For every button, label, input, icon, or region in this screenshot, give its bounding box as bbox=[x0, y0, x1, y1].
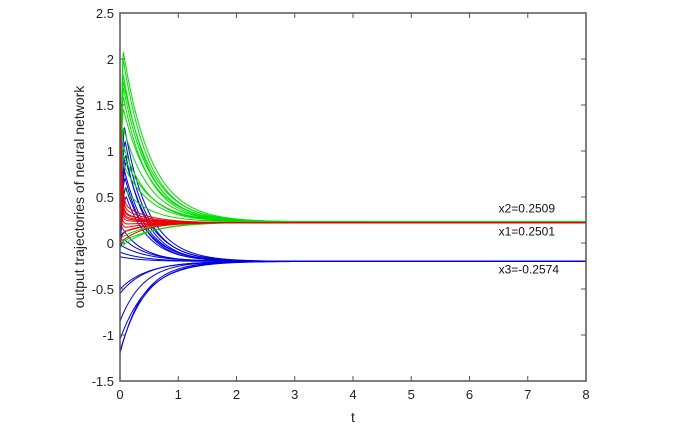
x-tick-label: 5 bbox=[408, 387, 415, 402]
annotation-label: x3=-0.2574 bbox=[499, 262, 560, 276]
y-tick-label: -0.5 bbox=[92, 282, 114, 297]
trajectory-line bbox=[119, 58, 586, 224]
trajectory-line bbox=[119, 126, 586, 262]
x-tick-label: 1 bbox=[175, 387, 182, 402]
x-tick-label: 6 bbox=[466, 387, 473, 402]
y-tick-label: 0 bbox=[107, 236, 114, 251]
y-axis-ticks: -1.5 -1 -0.5 0 0.5 1 1.5 2 2.5 bbox=[92, 6, 586, 389]
x-tick-label: 0 bbox=[116, 387, 123, 402]
annotation-label: x1=0.2501 bbox=[499, 225, 556, 239]
annotation-label: x2=0.2509 bbox=[499, 202, 556, 216]
y-tick-label: 2.5 bbox=[96, 6, 114, 21]
y-tick-label: 1 bbox=[107, 144, 114, 159]
trajectory-line bbox=[119, 239, 586, 262]
trajectory-line bbox=[119, 59, 586, 223]
trajectory-line bbox=[119, 51, 586, 225]
x-tick-label: 4 bbox=[349, 387, 356, 402]
x-axis-label: t bbox=[351, 409, 355, 425]
trajectory-line bbox=[119, 74, 586, 223]
plot-frame bbox=[119, 12, 587, 382]
trajectory-line bbox=[119, 177, 586, 262]
y-tick-label: 2 bbox=[107, 52, 114, 67]
trajectory-line bbox=[119, 244, 586, 262]
x-tick-label: 2 bbox=[233, 387, 240, 402]
trajectory-line bbox=[119, 221, 586, 239]
annotations: x2=0.2509 x1=0.2501 x3=-0.2574 bbox=[499, 202, 560, 277]
x-tick-label: 7 bbox=[524, 387, 531, 402]
trajectory-curves bbox=[119, 51, 586, 354]
y-tick-label: 1.5 bbox=[96, 98, 114, 113]
x-tick-label: 8 bbox=[582, 387, 589, 402]
y-tick-label: 0.5 bbox=[96, 190, 114, 205]
x-tick-label: 3 bbox=[291, 387, 298, 402]
y-tick-label: -1 bbox=[102, 328, 114, 343]
trajectory-line bbox=[119, 260, 586, 354]
x-axis-ticks: 0 1 2 3 4 5 6 7 8 bbox=[116, 13, 590, 402]
y-tick-label: -1.5 bbox=[92, 374, 114, 389]
trajectory-line bbox=[119, 222, 586, 248]
y-axis-label: output trajectories of neural network bbox=[71, 85, 87, 309]
